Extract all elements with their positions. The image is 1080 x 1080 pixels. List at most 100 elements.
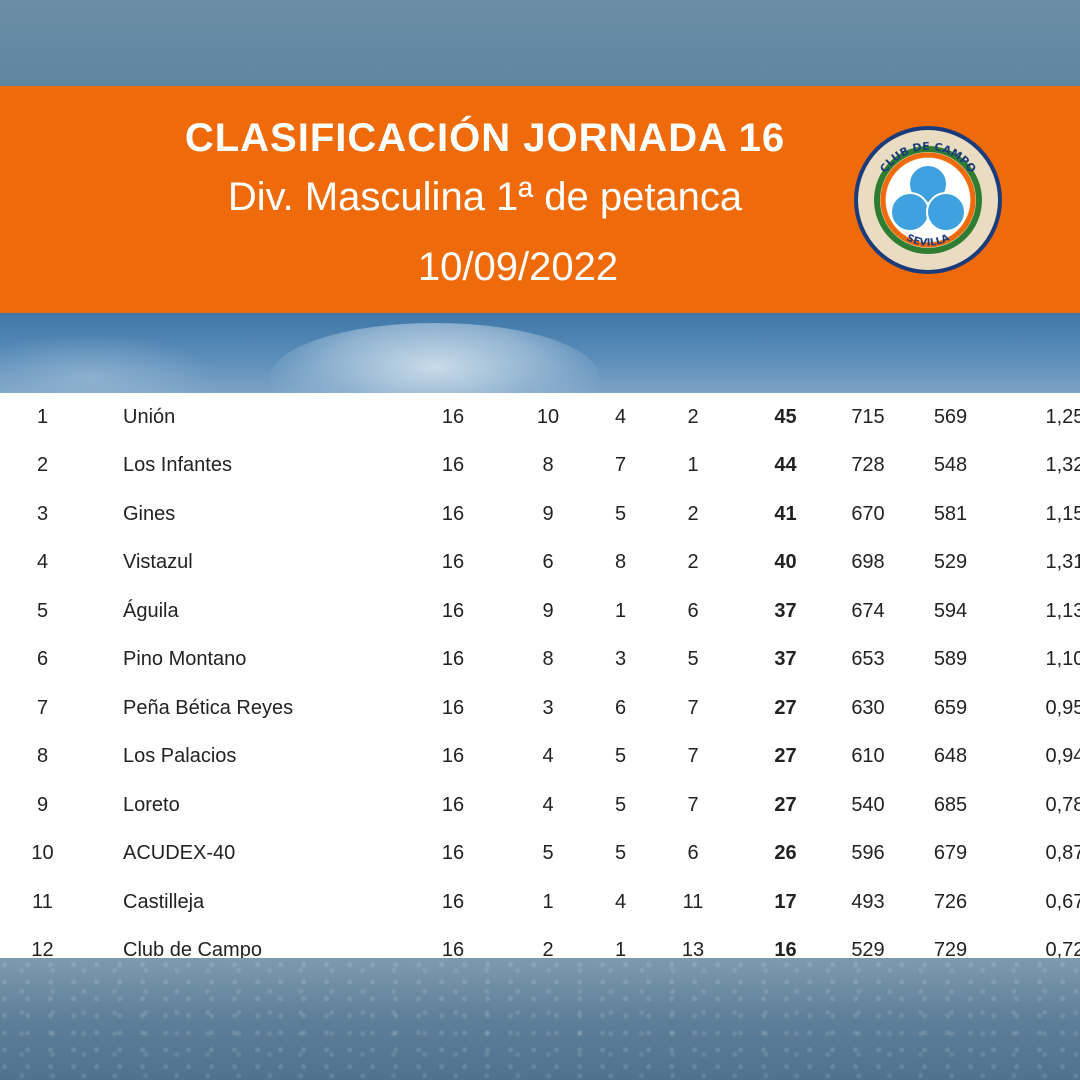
points-cell: 40 — [774, 551, 797, 574]
logo-ball-icon — [890, 192, 930, 232]
table-row: 4 Vistazul 16 6 8 2 40 698 529 1,319 — [0, 539, 1080, 588]
points-against-cell: 726 — [933, 890, 968, 913]
played-cell: 16 — [441, 696, 465, 719]
team-name-cell: Club de Campo — [123, 939, 262, 962]
drawn-cell: 5 — [614, 745, 627, 768]
drawn-cell: 1 — [614, 939, 627, 962]
points-cell: 37 — [774, 648, 797, 671]
coefficient-cell: 0,679 — [1045, 890, 1080, 913]
played-cell: 16 — [441, 599, 465, 622]
lost-cell: 2 — [687, 405, 699, 428]
points-against-cell: 685 — [933, 793, 968, 816]
points-cell: 26 — [774, 842, 797, 865]
played-cell: 16 — [441, 502, 465, 525]
drawn-cell: 8 — [614, 551, 627, 574]
table-row: 10 ACUDEX-40 16 5 5 6 26 596 679 0,878 — [0, 830, 1080, 879]
points-cell: 27 — [774, 696, 797, 719]
table-row: 9 Loreto 16 4 5 7 27 540 685 0,788 — [0, 781, 1080, 830]
drawn-cell: 5 — [614, 793, 627, 816]
coefficient-cell: 0,878 — [1045, 842, 1080, 865]
coefficient-cell: 1,257 — [1045, 405, 1080, 428]
position-cell: 4 — [36, 551, 49, 574]
drawn-cell: 4 — [614, 405, 627, 428]
header-date: 10/09/2022 — [417, 245, 619, 289]
points-against-cell: 569 — [933, 405, 968, 428]
drawn-cell: 5 — [614, 502, 627, 525]
points-against-cell: 659 — [933, 696, 968, 719]
points-cell: 16 — [774, 939, 797, 962]
won-cell: 2 — [542, 939, 554, 962]
position-cell: 1 — [36, 405, 49, 428]
drawn-cell: 6 — [614, 696, 627, 719]
won-cell: 10 — [536, 405, 560, 428]
played-cell: 16 — [441, 793, 465, 816]
points-against-cell: 679 — [933, 842, 968, 865]
team-name-cell: Águila — [123, 599, 179, 622]
won-cell: 1 — [542, 890, 554, 913]
position-cell: 9 — [36, 793, 49, 816]
points-for-cell: 630 — [851, 696, 885, 719]
points-for-cell: 715 — [851, 405, 885, 428]
played-cell: 16 — [441, 939, 465, 962]
won-cell: 9 — [542, 599, 554, 622]
points-for-cell: 540 — [851, 793, 885, 816]
points-against-cell: 529 — [933, 551, 968, 574]
coefficient-cell: 1,135 — [1045, 599, 1080, 622]
points-against-cell: 648 — [933, 745, 968, 768]
points-cell: 37 — [774, 599, 797, 622]
position-cell: 8 — [36, 745, 49, 768]
position-cell: 3 — [36, 502, 49, 525]
lost-cell: 7 — [687, 696, 699, 719]
points-against-cell: 589 — [933, 648, 968, 671]
lost-cell: 7 — [687, 793, 699, 816]
points-against-cell: 594 — [933, 599, 968, 622]
lost-cell: 6 — [687, 599, 699, 622]
lost-cell: 2 — [687, 551, 699, 574]
won-cell: 8 — [542, 454, 554, 477]
drawn-cell: 4 — [614, 890, 627, 913]
won-cell: 9 — [542, 502, 554, 525]
team-name-cell: Castilleja — [123, 890, 205, 913]
header-title: CLASIFICACIÓN JORNADA 16 — [184, 116, 786, 160]
team-name-cell: Los Palacios — [123, 745, 237, 768]
coefficient-cell: 1,153 — [1045, 502, 1080, 525]
header-subtitle: Div. Masculina 1ª de petanca — [227, 175, 743, 219]
lost-cell: 2 — [687, 502, 699, 525]
points-against-cell: 729 — [933, 939, 968, 962]
lost-cell: 6 — [687, 842, 699, 865]
won-cell: 5 — [542, 842, 554, 865]
points-cell: 17 — [774, 890, 797, 913]
won-cell: 3 — [542, 696, 554, 719]
team-name-cell: Unión — [123, 405, 176, 428]
points-for-cell: 670 — [851, 502, 885, 525]
points-for-cell: 610 — [851, 745, 885, 768]
table-row: 7 Peña Bética Reyes 16 3 6 7 27 630 659 0,956 — [0, 684, 1080, 733]
coefficient-cell: 0,956 — [1045, 696, 1080, 719]
points-cell: 27 — [774, 793, 797, 816]
played-cell: 16 — [441, 648, 465, 671]
points-for-cell: 596 — [851, 842, 885, 865]
points-cell: 41 — [774, 502, 797, 525]
background-top — [0, 0, 1080, 86]
table-row: 1 Unión 16 10 4 2 45 715 569 1,257 — [0, 393, 1080, 442]
position-cell: 6 — [36, 648, 49, 671]
position-cell: 2 — [36, 454, 49, 477]
position-cell: 5 — [36, 599, 49, 622]
background-photo-strip — [0, 313, 1080, 393]
coefficient-cell: 0,788 — [1045, 793, 1080, 816]
team-name-cell: Peña Bética Reyes — [123, 696, 294, 719]
position-cell: 7 — [36, 696, 49, 719]
points-for-cell: 728 — [851, 454, 885, 477]
played-cell: 16 — [441, 745, 465, 768]
drawn-cell: 1 — [614, 599, 627, 622]
lost-cell: 13 — [681, 939, 705, 962]
points-for-cell: 653 — [851, 648, 885, 671]
club-logo: CLUB DE CAMPO SEVILLA — [854, 126, 1002, 274]
lost-cell: 7 — [687, 745, 699, 768]
won-cell: 4 — [542, 793, 554, 816]
points-cell: 44 — [774, 454, 797, 477]
position-cell: 12 — [31, 939, 54, 962]
team-name-cell: Vistazul — [123, 551, 193, 574]
